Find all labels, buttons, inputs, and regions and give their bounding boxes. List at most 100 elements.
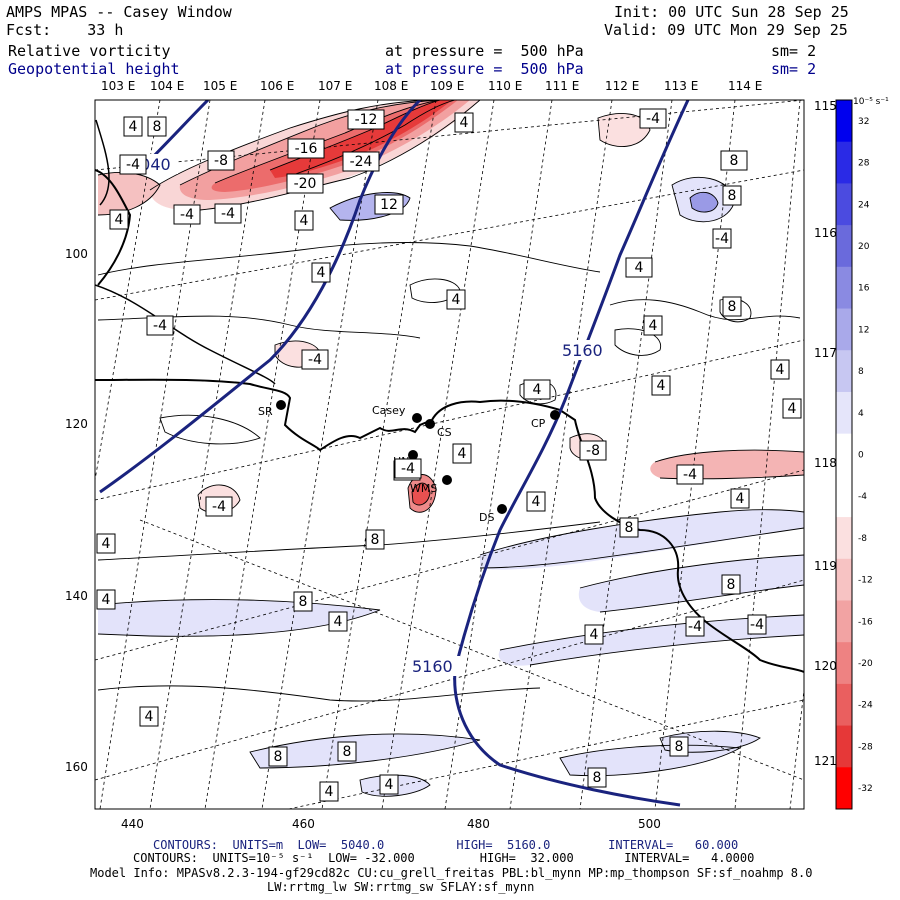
colorbar-tick-label: 28 <box>858 159 870 169</box>
svg-text:4: 4 <box>452 292 461 308</box>
lon-label: 111 E <box>545 79 579 93</box>
pos-shade <box>690 192 718 213</box>
colorbar-swatch <box>836 391 852 435</box>
vort-contour <box>97 315 421 339</box>
colorbar-tick-label: -16 <box>858 617 873 627</box>
grid-line <box>95 100 161 481</box>
colorbar-tick-label: -12 <box>858 576 873 586</box>
station-dot <box>276 400 286 410</box>
vort-contour <box>97 685 541 702</box>
svg-text:4: 4 <box>649 318 658 334</box>
vort-label: -4 <box>205 496 233 517</box>
station-label-casey: Casey <box>372 404 406 417</box>
svg-text:8: 8 <box>153 119 162 135</box>
vort-label: 4 <box>319 781 339 802</box>
colorbar-swatch <box>836 100 852 143</box>
svg-text:-4: -4 <box>212 499 226 515</box>
vort-label: -4 <box>173 204 201 225</box>
vort-label: 4 <box>625 257 653 278</box>
svg-text:8: 8 <box>299 594 308 610</box>
lon-label: 110 E <box>488 79 522 93</box>
vort-contour <box>609 299 801 321</box>
colorbar-swatch <box>836 600 852 643</box>
vort-contour <box>199 100 481 211</box>
station-dot <box>408 450 418 460</box>
svg-text:-4: -4 <box>180 207 194 223</box>
y-tick: 120 <box>65 417 88 431</box>
svg-text:4: 4 <box>334 614 343 630</box>
vort-label: 8 <box>147 116 167 137</box>
lon-label: 114 E <box>728 79 762 93</box>
svg-text:8: 8 <box>371 532 380 548</box>
svg-text:8: 8 <box>728 299 737 315</box>
vort-contour <box>249 733 481 769</box>
colorbar-tick-label: -32 <box>858 784 873 794</box>
svg-text:-4: -4 <box>715 231 729 247</box>
svg-text:-4: -4 <box>683 467 697 483</box>
station-label-sr: SR <box>258 405 273 418</box>
vort-label: -16 <box>287 138 325 159</box>
lon-label: 113 E <box>664 79 698 93</box>
colorbar-tick-label: 24 <box>858 200 870 210</box>
model-title: AMPS MPAS -- Casey Window <box>6 3 232 21</box>
grid-line <box>654 100 736 809</box>
field2-smoothing: sm= 2 <box>771 60 817 78</box>
svg-text:4: 4 <box>533 382 542 398</box>
vort-label: 8 <box>337 741 357 762</box>
field1-name: Relative vorticity <box>8 42 171 60</box>
vort-label: -8 <box>207 150 235 171</box>
vort-label: 8 <box>619 517 639 538</box>
svg-text:4: 4 <box>590 627 599 643</box>
svg-text:4: 4 <box>657 378 666 394</box>
grid-line <box>579 100 673 809</box>
colorbar-swatch <box>836 266 852 310</box>
colorbar-swatch <box>836 475 852 518</box>
svg-text:8: 8 <box>727 577 736 593</box>
footer-contours-height: CONTOURS: UNITS=m LOW= 5040.0 HIGH= 5160… <box>153 838 739 852</box>
footer-model-info-2: LW:rrtmg_lw SW:rrtmg_sw SFLAY:sf_mynn <box>267 880 535 894</box>
colorbar-tick-label: 0 <box>858 451 864 461</box>
footer-model-info: Model Info: MPASv8.2.3-194-gf29cd82c CU:… <box>90 866 813 880</box>
svg-text:4: 4 <box>325 784 334 800</box>
vort-label: 4 <box>109 209 129 230</box>
svg-text:4: 4 <box>458 446 467 462</box>
x-tick: 460 <box>292 817 315 831</box>
svg-text:4: 4 <box>788 401 797 417</box>
map-frame <box>94 99 805 810</box>
vort-contour <box>329 192 411 221</box>
svg-text:8: 8 <box>343 744 352 760</box>
svg-text:8: 8 <box>675 739 684 755</box>
grid-line <box>286 699 804 809</box>
vort-contour <box>659 474 804 480</box>
svg-text:-4: -4 <box>308 352 322 368</box>
colorbar: 32 28 24 20 16 12 8 4 0 -4 -8 -12 -16 -20 -24 -28 -32 <box>835 99 873 810</box>
colorbar-tick-label: 20 <box>858 242 870 252</box>
vort-label: 4 <box>454 112 474 133</box>
vort-contour <box>689 191 719 213</box>
x-tick: 440 <box>121 817 144 831</box>
vort-label: 4 <box>328 611 348 632</box>
footer-contours-vorticity: CONTOURS: UNITS=10⁻⁵ s⁻¹ LOW= -32.000 HI… <box>133 851 755 865</box>
station-dot <box>412 413 422 423</box>
vort-label: -4 <box>676 464 704 485</box>
vort-label: 8 <box>722 296 742 317</box>
vort-contour <box>479 509 804 556</box>
vort-label: 8 <box>721 574 741 595</box>
station-label-cs: CS <box>437 426 452 439</box>
svg-text:4: 4 <box>317 265 326 281</box>
y-axis-labels: 100 120 140 160 <box>65 247 88 774</box>
vort-label: 4 <box>526 491 546 512</box>
coastline-path <box>95 119 110 206</box>
station-dot <box>442 475 452 485</box>
field1-level: at pressure = 500 hPa <box>385 42 584 60</box>
svg-text:-4: -4 <box>750 617 764 633</box>
svg-text:4: 4 <box>736 491 745 507</box>
svg-text:4: 4 <box>776 362 785 378</box>
colorbar-units: 10⁻⁵ s⁻¹ <box>853 97 889 107</box>
vort-label: -4 <box>146 315 174 336</box>
ice-edge-path <box>95 284 276 385</box>
vort-label: 8 <box>365 529 385 550</box>
vort-contour <box>559 744 742 777</box>
vort-contour <box>97 599 381 637</box>
